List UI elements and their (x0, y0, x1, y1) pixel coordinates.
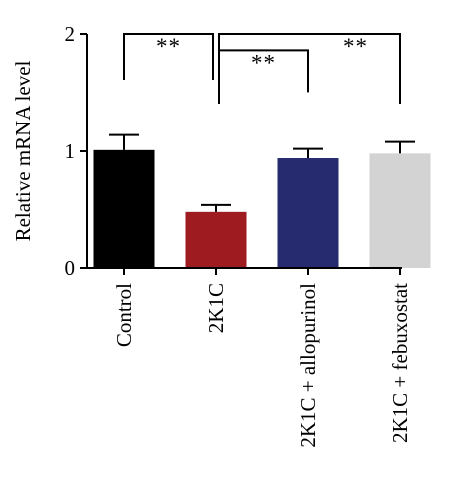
error-bars-layer (109, 133, 415, 212)
significance-layer: ** ** ** (123, 33, 401, 104)
significance-label-3: ** (343, 34, 368, 59)
y-tick-label-1: 1 (65, 139, 76, 163)
y-axis-title: Relative mRNA level (11, 60, 35, 241)
significance-label-2: ** (251, 50, 276, 75)
x-tick-label-3: 2K1C + allopurinol (296, 283, 320, 448)
x-tick-label-1: Control (112, 283, 136, 347)
bars-layer (93, 149, 431, 268)
x-ticks-layer: Control 2K1C 2K1C + allopurinol 2K1C + febu… (112, 268, 412, 448)
y-ticks-layer: 0 1 2 (65, 22, 87, 280)
significance-bracket-1 (123, 33, 214, 80)
bar-4 (369, 153, 431, 268)
y-tick-label-0: 0 (65, 256, 76, 280)
y-tick-label-2: 2 (65, 22, 76, 46)
x-tick-label-2: 2K1C (204, 283, 228, 333)
bar-3 (277, 158, 339, 268)
significance-bracket-3 (218, 33, 401, 104)
significance-label-1: ** (156, 34, 181, 59)
bar-1 (93, 149, 155, 268)
x-tick-label-4: 2K1C + febuxostat (388, 283, 412, 443)
bar-2 (185, 211, 247, 268)
